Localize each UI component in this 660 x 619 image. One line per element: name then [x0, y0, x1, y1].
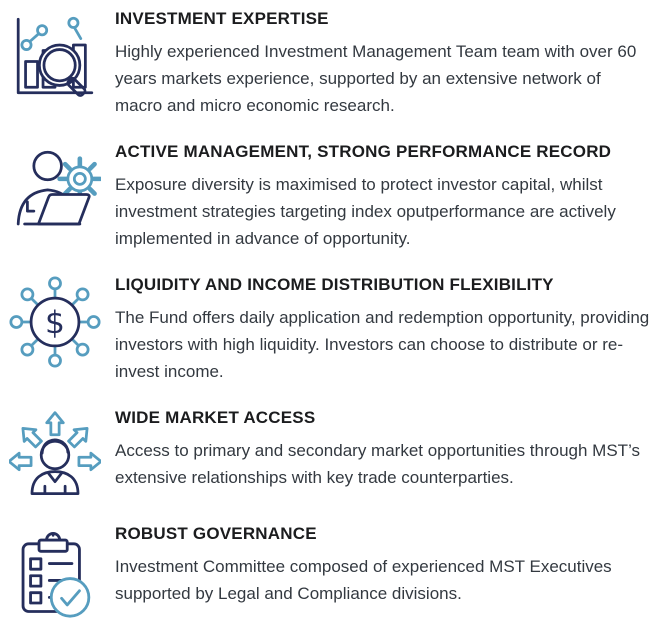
feature-description: The Fund offers daily application and re… — [115, 308, 650, 381]
feature-row: $ LIQUIDITY AND INCOME DISTRIBUTION FLEX… — [4, 274, 652, 385]
person-arrows-icon — [4, 407, 106, 501]
feature-text: LIQUIDITY AND INCOME DISTRIBUTION FLEXIB… — [106, 274, 652, 385]
feature-heading: LIQUIDITY AND INCOME DISTRIBUTION FLEXIB… — [115, 275, 554, 294]
feature-description: Exposure diversity is maximised to prote… — [115, 175, 616, 248]
chart-magnifier-icon — [4, 8, 106, 102]
feature-heading: WIDE MARKET ACCESS — [115, 408, 316, 427]
feature-row: INVESTMENT EXPERTISE Highly experienced … — [4, 8, 652, 119]
feature-heading: ACTIVE MANAGEMENT, STRONG PERFORMANCE RE… — [115, 142, 612, 161]
feature-heading: ROBUST GOVERNANCE — [115, 524, 317, 543]
feature-heading: INVESTMENT EXPERTISE — [115, 9, 329, 28]
feature-text: INVESTMENT EXPERTISE Highly experienced … — [106, 8, 652, 119]
svg-text:$: $ — [45, 305, 65, 341]
feature-description: Access to primary and secondary market o… — [115, 441, 641, 487]
dollar-network-icon: $ — [4, 274, 106, 368]
feature-text: WIDE MARKET ACCESS Access to primary and… — [106, 407, 652, 491]
feature-text: ACTIVE MANAGEMENT, STRONG PERFORMANCE RE… — [106, 141, 652, 252]
feature-description: Investment Committee composed of experie… — [115, 557, 612, 603]
feature-row: WIDE MARKET ACCESS Access to primary and… — [4, 407, 652, 501]
feature-row: ROBUST GOVERNANCE Investment Committee c… — [4, 523, 652, 619]
feature-text: ROBUST GOVERNANCE Investment Committee c… — [106, 523, 652, 607]
feature-description: Highly experienced Investment Management… — [115, 42, 637, 115]
clipboard-check-icon — [4, 523, 106, 619]
person-laptop-gear-icon — [4, 141, 106, 235]
feature-row: ACTIVE MANAGEMENT, STRONG PERFORMANCE RE… — [4, 141, 652, 252]
